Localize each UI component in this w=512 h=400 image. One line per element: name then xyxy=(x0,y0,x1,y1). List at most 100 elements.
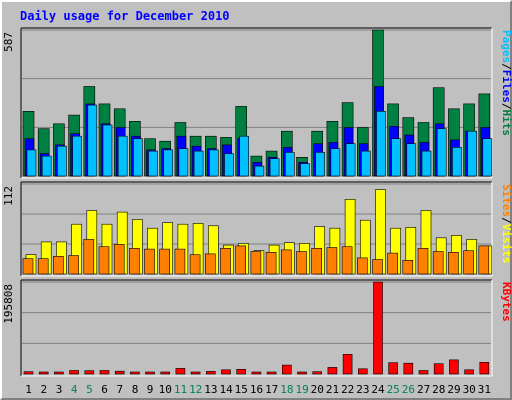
kbytes-bar xyxy=(479,361,490,375)
sites-bar xyxy=(68,255,79,275)
kbytes-bar xyxy=(23,371,34,375)
day-label: 21 xyxy=(326,383,339,396)
pages-bar xyxy=(102,124,113,177)
pages-bar xyxy=(163,149,173,177)
sites-bar xyxy=(478,245,490,275)
day-label: 28 xyxy=(432,383,445,396)
kbytes-bar xyxy=(69,370,79,375)
pages-bar xyxy=(269,158,280,177)
sites-bar xyxy=(159,248,170,275)
kbytes-bar xyxy=(342,353,353,375)
sites-bar xyxy=(250,251,262,275)
day-label: 11 xyxy=(174,383,187,396)
sites-bar xyxy=(37,258,49,275)
pages-bar xyxy=(224,153,234,177)
kbytes-bar xyxy=(327,367,338,375)
sites-bar xyxy=(22,258,34,275)
day-label: 31 xyxy=(478,383,491,396)
day-label: 26 xyxy=(402,383,415,396)
day-label: 27 xyxy=(417,383,430,396)
day-label: 2 xyxy=(40,383,47,396)
kbytes-bar xyxy=(236,368,246,375)
day-label: 7 xyxy=(116,383,123,396)
sites-bar xyxy=(113,244,125,275)
pages-bar xyxy=(57,145,67,177)
day-label: 9 xyxy=(147,383,154,396)
legend-entry: Visits xyxy=(500,224,512,264)
kbytes-bar xyxy=(297,371,307,375)
day-label: 19 xyxy=(295,383,308,396)
kbytes-bar xyxy=(54,371,64,375)
legend-entry: Files xyxy=(500,70,512,103)
pages-bar xyxy=(315,152,326,177)
kbytes-bar xyxy=(281,364,292,375)
sites-bar xyxy=(402,259,414,275)
kbytes-bar xyxy=(206,371,216,375)
pages-bar xyxy=(436,128,447,177)
pages-bar xyxy=(391,138,401,177)
kbytes-bar xyxy=(84,370,95,375)
kbytes-max-label: 195808 xyxy=(2,284,15,324)
legend-entry: / xyxy=(500,63,512,70)
day-label: 12 xyxy=(189,383,202,396)
sites-bar xyxy=(341,246,353,275)
day-label: 8 xyxy=(132,383,139,396)
pages-bar xyxy=(300,163,310,177)
sites-bar xyxy=(220,248,231,275)
sites-bar xyxy=(144,248,155,275)
kbytes-bar xyxy=(114,370,125,375)
kbytes-bar xyxy=(312,371,323,375)
sites-bar xyxy=(311,248,323,275)
sites-bar xyxy=(265,252,277,275)
sites-bar xyxy=(129,248,140,275)
day-label: 15 xyxy=(235,383,248,396)
pages-bar xyxy=(178,148,189,177)
sites-bar xyxy=(448,252,459,275)
day-label: 4 xyxy=(71,383,78,396)
pages-bar xyxy=(41,155,52,177)
sites-bar xyxy=(372,259,383,275)
kbytes-bar xyxy=(357,368,368,375)
legend-entry: Hits xyxy=(500,110,512,137)
legend-entry: Sites xyxy=(500,184,512,217)
sites-bar xyxy=(189,254,201,275)
legend-entry: KBytes xyxy=(500,282,512,322)
kbytes-bar xyxy=(433,363,444,375)
kbytes-bar xyxy=(449,359,459,375)
day-label: 22 xyxy=(341,383,354,396)
sites-bar xyxy=(296,251,307,275)
sites-bar xyxy=(417,248,429,275)
pages-bar xyxy=(26,149,37,177)
top-legend: Pages/Files/Hits xyxy=(500,30,512,136)
sites-bar xyxy=(463,250,474,275)
day-label: 17 xyxy=(265,383,278,396)
visits-sites-panel: 112 xyxy=(2,181,493,277)
pages-bar xyxy=(209,149,219,177)
day-label: 18 xyxy=(280,383,293,396)
chart-title: Daily usage for December 2010 xyxy=(20,9,230,23)
kbytes-bar xyxy=(145,371,155,375)
pages-bar xyxy=(148,150,158,177)
legend-entry: Pages xyxy=(500,30,512,63)
kbytes-bar xyxy=(175,368,186,375)
day-label: 29 xyxy=(447,383,460,396)
plot-area xyxy=(21,280,492,376)
day-label: 10 xyxy=(159,383,172,396)
day-label: 20 xyxy=(311,383,324,396)
legend-entry: / xyxy=(500,217,512,224)
pages-bar xyxy=(345,143,356,177)
day-label: 5 xyxy=(86,383,93,396)
pages-bar xyxy=(72,135,82,177)
pages-bar xyxy=(406,143,417,177)
sites-bar xyxy=(326,247,338,275)
sites-bar xyxy=(174,248,186,275)
day-label: 16 xyxy=(250,383,263,396)
kbytes-panel: 195808 xyxy=(2,279,493,377)
pages-bar xyxy=(239,135,249,177)
sites-bar xyxy=(432,251,444,275)
pages-bar xyxy=(193,150,204,177)
pages-bar xyxy=(360,150,371,177)
sites-bar xyxy=(205,253,216,275)
pages-bar xyxy=(452,147,462,177)
